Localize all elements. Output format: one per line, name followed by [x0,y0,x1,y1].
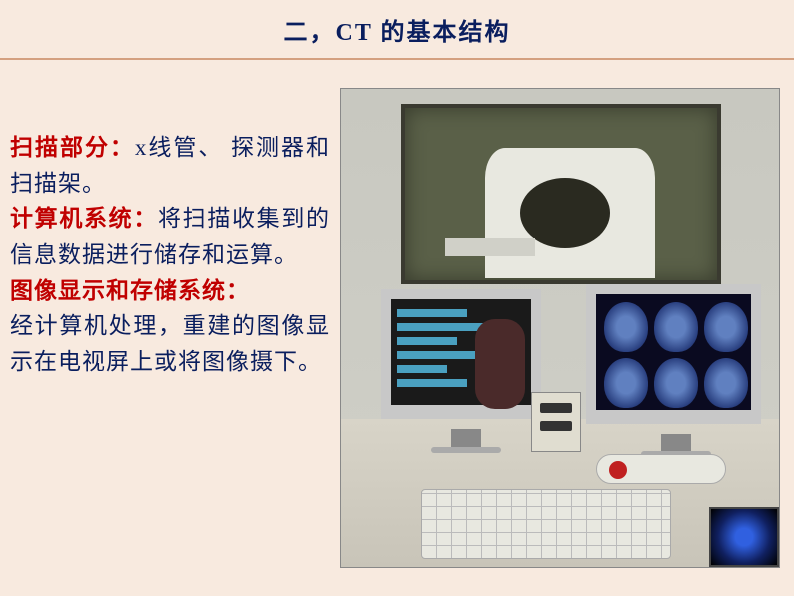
ui-bar [397,309,467,317]
control-knob [609,461,627,479]
ui-bar [397,365,447,373]
slide-header: 二，CT 的基本结构 [0,0,794,60]
brain-scan-slice [604,302,648,352]
monitor-stand [451,429,481,449]
slide-title: 二，CT 的基本结构 [284,12,511,47]
body-diagram [475,319,525,409]
ct-room-illustration [340,88,780,568]
brain-scan-slice [704,302,748,352]
text-panel: 扫描部分：x线管、 探测器和扫描架。 计算机系统：将扫描收集到的信息数据进行储存… [0,60,340,596]
scan-label: 扫描部分： [10,135,135,160]
brain-scan-slice [604,358,648,408]
control-monitor [381,289,541,419]
computer-label: 计算机系统： [10,206,158,231]
ui-bar [397,337,457,345]
scan-thumbnail [709,507,779,567]
display-label: 图像显示和存储系统： [10,278,250,303]
ui-bar [397,323,487,331]
slide-content: 扫描部分：x线管、 探测器和扫描架。 计算机系统：将扫描收集到的信息数据进行储存… [0,60,794,596]
scan-monitor [586,284,761,424]
keyboard [421,489,671,559]
brain-scan-slice [654,302,698,352]
ui-bar [397,379,467,387]
display-text: 经计算机处理，重建的图像显示在电视屏上或将图像摄下。 [10,313,330,374]
observation-window [401,104,721,284]
brain-scan-slice [654,358,698,408]
ct-patient-bed [445,238,535,256]
brain-scan-slice [704,358,748,408]
ui-bar [397,351,477,359]
control-pad [596,454,726,484]
computer-tower [531,392,581,452]
image-panel [340,60,794,596]
body-text: 扫描部分：x线管、 探测器和扫描架。 计算机系统：将扫描收集到的信息数据进行储存… [10,130,330,379]
monitor-base [431,447,501,453]
